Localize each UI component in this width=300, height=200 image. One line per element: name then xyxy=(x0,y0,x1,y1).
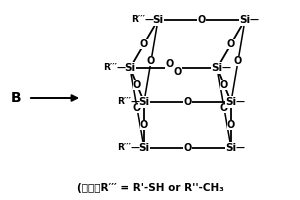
Text: —: — xyxy=(235,98,244,106)
Text: Si: Si xyxy=(212,63,223,73)
Text: O: O xyxy=(140,39,148,49)
Text: O: O xyxy=(133,80,141,90)
Text: O: O xyxy=(227,39,235,49)
Text: —: — xyxy=(221,64,230,72)
Text: Si: Si xyxy=(225,97,237,107)
Text: Si: Si xyxy=(138,143,150,153)
Text: O: O xyxy=(227,120,235,130)
Text: R′′′—: R′′′— xyxy=(103,64,126,72)
Text: —: — xyxy=(235,144,244,152)
Text: R′′′—: R′′′— xyxy=(117,144,140,152)
Text: (其中，R′′′ = R'-SH or R''-CH₃: (其中，R′′′ = R'-SH or R''-CH₃ xyxy=(76,183,224,193)
Text: O: O xyxy=(220,80,228,90)
Text: —: — xyxy=(249,16,258,24)
Text: O: O xyxy=(165,59,174,69)
Text: Si: Si xyxy=(152,15,164,25)
Text: R′′′—: R′′′— xyxy=(117,98,140,106)
Text: Si: Si xyxy=(239,15,250,25)
Text: O: O xyxy=(140,120,148,130)
Text: Si: Si xyxy=(138,97,150,107)
Text: O: O xyxy=(183,143,192,153)
Text: Si: Si xyxy=(124,63,136,73)
Text: O: O xyxy=(147,56,155,66)
Text: O: O xyxy=(133,103,141,113)
Text: O: O xyxy=(173,67,181,77)
Text: R′′′—: R′′′— xyxy=(131,16,154,24)
Text: O: O xyxy=(197,15,206,25)
Text: O: O xyxy=(183,97,192,107)
Text: O: O xyxy=(234,56,242,66)
Text: B: B xyxy=(11,91,21,105)
Text: O: O xyxy=(220,103,228,113)
Text: Si: Si xyxy=(225,143,237,153)
